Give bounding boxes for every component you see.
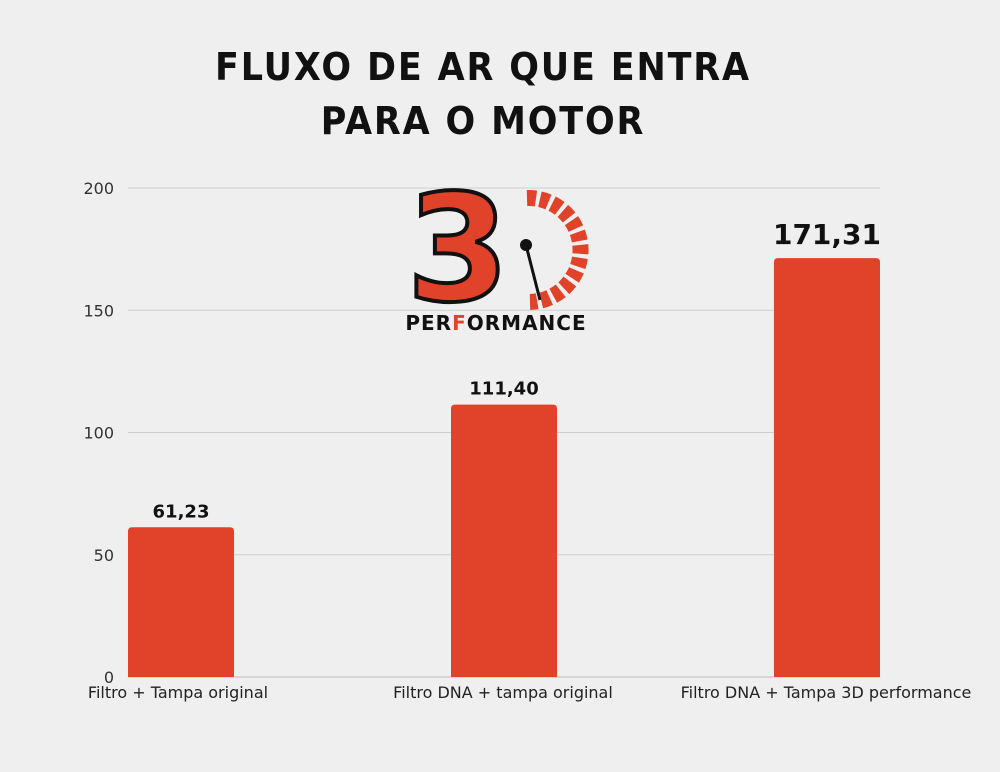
- bar-value-label: 171,31: [773, 218, 881, 251]
- 3d-performance-logo: 3 PERFORMANCE: [405, 161, 589, 337]
- y-tick-label: 100: [83, 424, 114, 443]
- bar-value-label: 61,23: [153, 501, 210, 522]
- logo-wordmark: PERFORMANCE: [405, 311, 586, 335]
- logo-text-left: PER: [405, 311, 452, 335]
- y-tick-label: 50: [94, 546, 114, 565]
- bar-value-labels: 61,23 111,40 171,31: [153, 218, 882, 522]
- y-tick-label: 200: [83, 179, 114, 198]
- bar-value-label: 111,40: [469, 379, 538, 400]
- x-category-label: Filtro + Tampa original: [88, 683, 268, 702]
- speedometer-gauge-icon: [520, 189, 589, 310]
- logo-text-right: ORMANCE: [467, 311, 587, 335]
- bar: [451, 404, 557, 677]
- logo-text-accent: F: [452, 311, 467, 335]
- bars: [128, 258, 880, 677]
- chart-title: FLUXO DE AR QUE ENTRA PARA O MOTOR: [215, 45, 751, 143]
- y-tick-label: 0: [104, 668, 114, 687]
- bar: [128, 527, 234, 677]
- x-category-label: Filtro DNA + tampa original: [393, 683, 613, 702]
- y-axis-ticks: 0 50 100 150 200: [83, 179, 114, 687]
- logo-mark-3: 3: [407, 163, 510, 335]
- bar: [774, 258, 880, 677]
- y-tick-label: 150: [83, 301, 114, 320]
- x-axis-categories: Filtro + Tampa original Filtro DNA + tamp…: [88, 683, 971, 702]
- x-category-label: Filtro DNA + Tampa 3D performance: [681, 683, 972, 702]
